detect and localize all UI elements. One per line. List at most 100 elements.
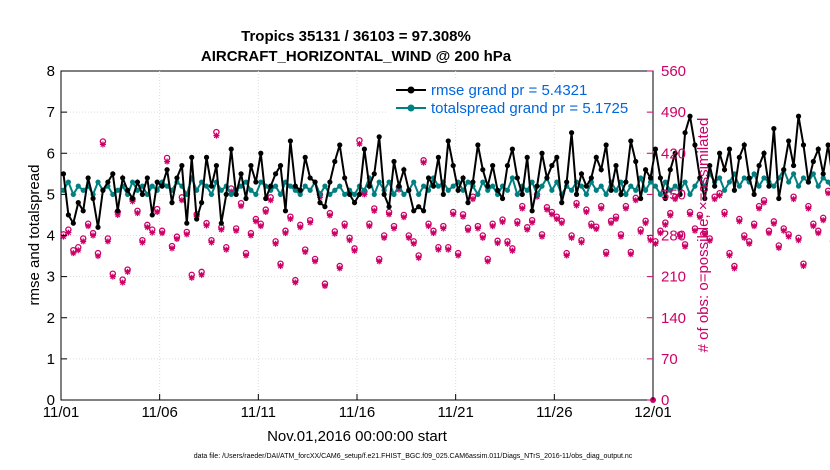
- totalspread-point: [342, 191, 348, 197]
- obs-assimilated-marker: [598, 205, 605, 212]
- obs-assimilated-marker: [178, 197, 185, 204]
- obs-assimilated-marker: [815, 230, 822, 237]
- rmse-point: [588, 175, 594, 181]
- obs-assimilated-marker: [790, 196, 797, 203]
- obs-assimilated-marker: [711, 196, 718, 203]
- obs-assimilated-marker: [188, 274, 195, 281]
- obs-assimilated-marker: [95, 253, 101, 260]
- totalspread-point: [751, 171, 757, 177]
- totalspread-point: [480, 179, 486, 185]
- obs-assimilated-marker: [746, 240, 753, 247]
- rmse-point: [707, 162, 713, 169]
- totalspread-point: [795, 183, 802, 189]
- rmse-point: [105, 179, 111, 185]
- totalspread-point: [569, 187, 575, 193]
- rmse-point: [430, 183, 437, 189]
- obs-assimilated-marker: [267, 197, 274, 204]
- legend-rmse-label: rmse grand pr = 5.4321: [431, 82, 587, 99]
- rmse-point: [287, 138, 293, 144]
- obs-assimilated-marker: [593, 226, 600, 233]
- obs-assimilated-marker: [795, 237, 802, 244]
- totalspread-point: [65, 179, 71, 185]
- obs-assimilated-marker: [479, 234, 486, 241]
- obs-assimilated-marker: [440, 225, 447, 232]
- obs-assimilated-marker: [109, 273, 116, 280]
- obs-assimilated-marker: [677, 233, 684, 240]
- rmse-point: [85, 175, 91, 181]
- obs-assimilated-marker: [361, 191, 368, 198]
- obs-assimilated-marker: [613, 216, 619, 223]
- rmse-point: [578, 171, 585, 177]
- rmse-point: [697, 175, 703, 181]
- rmse-point: [608, 187, 614, 193]
- rmse-point: [90, 195, 96, 202]
- obs-assimilated-marker: [228, 188, 235, 195]
- totalspread-point: [465, 179, 471, 185]
- obs-assimilated-marker: [519, 205, 526, 212]
- rmse-point: [120, 175, 126, 181]
- rmse-point: [144, 175, 150, 181]
- rmse-point: [381, 191, 387, 197]
- y-tick-label-left: 2: [47, 310, 55, 327]
- obs-assimilated-marker: [548, 211, 555, 218]
- totalspread-point: [721, 187, 728, 193]
- totalspread-point: [361, 187, 367, 193]
- obs-assimilated-marker: [667, 212, 674, 219]
- totalspread-point: [578, 183, 585, 189]
- obs-assimilated-marker: [484, 258, 491, 265]
- rmse-point: [411, 208, 417, 214]
- footnote: data file: /Users/raeder/DAI/ATM_forcXX/…: [194, 453, 633, 460]
- rmse-point: [741, 142, 747, 148]
- obs-assimilated-marker: [252, 218, 259, 225]
- obs-assimilated-marker: [366, 223, 373, 230]
- obs-assimilated-marker: [706, 237, 713, 244]
- rmse-point: [628, 138, 634, 144]
- obs-assimilated-marker: [154, 209, 161, 215]
- rmse-point: [115, 208, 121, 214]
- rmse-point: [756, 162, 762, 169]
- obs-assimilated-marker: [75, 247, 82, 254]
- obs-assimilated-marker: [243, 252, 249, 259]
- y-tick-label-left: 4: [47, 228, 55, 245]
- totalspread-point: [662, 179, 668, 185]
- rmse-point: [425, 175, 432, 181]
- rmse-point: [351, 200, 358, 206]
- rmse-point: [243, 195, 249, 202]
- totalspread-point: [416, 191, 422, 197]
- rmse-point: [726, 146, 733, 152]
- obs-assimilated-marker: [524, 226, 531, 233]
- x-tick-label: 11/16: [339, 404, 375, 421]
- rmse-point: [332, 158, 338, 165]
- obs-assimilated-marker: [435, 246, 442, 253]
- totalspread-point: [445, 187, 451, 193]
- totalspread-point: [810, 171, 816, 177]
- obs-assimilated-marker: [297, 224, 304, 231]
- rmse-point: [223, 191, 229, 197]
- rmse-point: [139, 191, 145, 197]
- obs-assimilated-marker: [282, 230, 289, 237]
- rmse-point: [75, 200, 81, 206]
- totalspread-point: [475, 191, 481, 197]
- obs-assimilated-marker: [543, 206, 550, 213]
- obs-assimilated-marker: [445, 246, 452, 253]
- rmse-point: [623, 179, 629, 185]
- rmse-point: [416, 204, 422, 210]
- legend-spread-label: totalspread grand pr = 5.1725: [431, 100, 628, 117]
- x-tick-label: 11/21: [437, 404, 473, 421]
- x-tick-label: 11/26: [536, 404, 572, 421]
- obs-assimilated-marker: [395, 186, 402, 193]
- obs-assimilated-marker: [647, 237, 654, 244]
- totalspread-point: [667, 187, 673, 193]
- totalspread-point: [376, 179, 382, 185]
- rmse-point: [445, 138, 451, 144]
- rmse-point: [751, 191, 757, 197]
- rmse-point: [825, 142, 830, 148]
- rmse-point: [342, 175, 348, 181]
- rmse-point: [213, 162, 219, 169]
- obs-assimilated-marker: [203, 222, 210, 229]
- rmse-point: [509, 146, 515, 152]
- chart-title-line1: Tropics 35131 / 36103 = 97.308%: [241, 28, 471, 45]
- totalspread-point: [351, 191, 358, 197]
- rmse-point: [786, 138, 792, 144]
- rmse-point: [815, 146, 821, 152]
